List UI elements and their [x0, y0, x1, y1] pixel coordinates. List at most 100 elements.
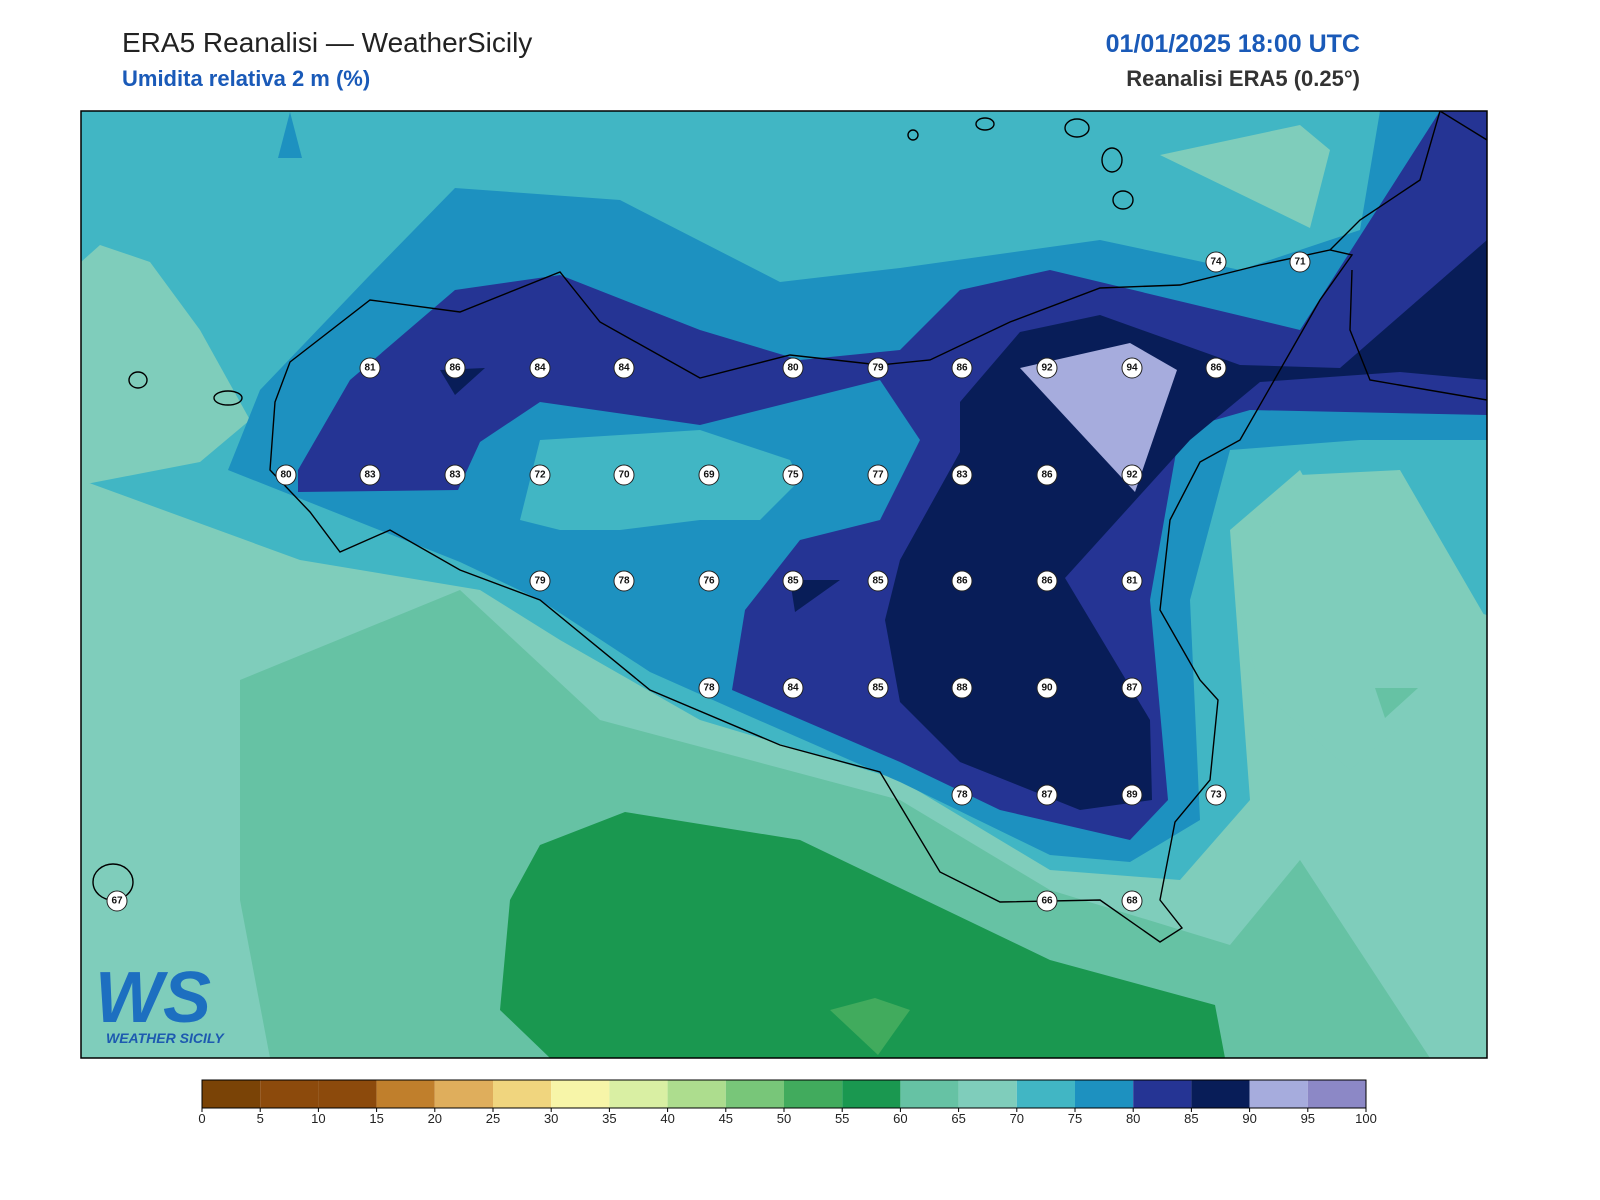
station-marker — [1036, 890, 1058, 912]
station-value: 86 — [1041, 576, 1053, 587]
colorbar-tick-label: 25 — [486, 1111, 500, 1126]
colorbar-segment — [842, 1080, 901, 1108]
station-value: 67 — [111, 896, 123, 907]
colorbar-tick-label: 45 — [719, 1111, 733, 1126]
colorbar-tick-label: 0 — [198, 1111, 205, 1126]
station-value: 74 — [1210, 257, 1222, 268]
colorbar-segment — [784, 1080, 843, 1108]
station-marker — [613, 570, 635, 592]
colorbar-segment — [1075, 1080, 1134, 1108]
station-marker — [613, 464, 635, 486]
station-value: 78 — [956, 790, 968, 801]
colorbar-segment — [551, 1080, 610, 1108]
station-value: 81 — [1126, 576, 1138, 587]
station-value: 81 — [364, 363, 376, 374]
colorbar-tick-label: 95 — [1301, 1111, 1315, 1126]
station-marker — [867, 464, 889, 486]
colorbar-segment — [667, 1080, 726, 1108]
colorbar-tick-label: 40 — [660, 1111, 674, 1126]
colorbar-tick-label: 20 — [428, 1111, 442, 1126]
station-marker — [1036, 464, 1058, 486]
station-marker — [275, 464, 297, 486]
station-marker — [106, 890, 128, 912]
station-marker — [1205, 357, 1227, 379]
logo-name: WEATHER SICILY — [106, 1030, 225, 1046]
station-marker — [951, 784, 973, 806]
station-value: 85 — [872, 576, 884, 587]
colorbar-segment — [609, 1080, 668, 1108]
station-value: 86 — [1210, 363, 1222, 374]
colorbar-tick-label: 50 — [777, 1111, 791, 1126]
colorbar-segment — [900, 1080, 959, 1108]
station-marker — [698, 570, 720, 592]
station-value: 85 — [872, 683, 884, 694]
station-marker — [529, 357, 551, 379]
station-value: 92 — [1126, 470, 1138, 481]
station-marker — [1121, 464, 1143, 486]
station-marker — [1121, 677, 1143, 699]
station-value: 78 — [703, 683, 715, 694]
station-value: 79 — [534, 576, 546, 587]
station-marker — [782, 357, 804, 379]
logo: WS WEATHER SICILY — [95, 958, 225, 1046]
coastline — [92, 111, 1487, 943]
station-marker — [1205, 784, 1227, 806]
colorbar-tick-label: 75 — [1068, 1111, 1082, 1126]
map-frame — [80, 110, 1488, 1059]
station-value: 76 — [703, 576, 715, 587]
station-marker — [359, 357, 381, 379]
station-value: 86 — [1041, 470, 1053, 481]
station-marker — [782, 677, 804, 699]
station-value: 83 — [364, 470, 376, 481]
title: ERA5 Reanalisi — WeatherSicily — [122, 27, 532, 58]
station-value: 80 — [280, 470, 292, 481]
colorbar-segment — [318, 1080, 377, 1108]
station-value: 84 — [618, 363, 630, 374]
stations: 74 71 81 86 84 84 80 79 86 92 94 86 80 83 83 72 70 69 75 77… — [106, 251, 1311, 912]
colorbar-tick-label: 100 — [1355, 1111, 1377, 1126]
station-marker — [1205, 251, 1227, 273]
station-marker — [1036, 677, 1058, 699]
station-marker — [1036, 784, 1058, 806]
colorbar-segment — [493, 1080, 552, 1108]
colorbar-tick-label: 65 — [951, 1111, 965, 1126]
colorbar-segment — [1191, 1080, 1250, 1108]
colorbar-segment — [434, 1080, 493, 1108]
colorbar-tick-label: 35 — [602, 1111, 616, 1126]
station-value: 84 — [534, 363, 546, 374]
station-marker — [529, 464, 551, 486]
station-value: 79 — [872, 363, 884, 374]
station-marker — [782, 464, 804, 486]
station-marker — [1121, 357, 1143, 379]
station-value: 66 — [1041, 896, 1053, 907]
colorbar-segment — [1307, 1080, 1366, 1108]
colorbar-segment — [1249, 1080, 1308, 1108]
station-marker — [782, 570, 804, 592]
colorbar-tick-label: 55 — [835, 1111, 849, 1126]
station-value: 90 — [1041, 683, 1053, 694]
station-marker — [698, 464, 720, 486]
datetime: 01/01/2025 18:00 UTC — [1106, 30, 1360, 58]
colorbar-segment — [1133, 1080, 1192, 1108]
station-value: 87 — [1041, 790, 1053, 801]
colorbar-tick-label: 80 — [1126, 1111, 1140, 1126]
logo-mark: WS — [95, 958, 211, 1038]
station-value: 94 — [1126, 363, 1138, 374]
station-value: 78 — [618, 576, 630, 587]
colorbar-tick-label: 70 — [1010, 1111, 1024, 1126]
station-marker — [1121, 784, 1143, 806]
station-marker — [1289, 251, 1311, 273]
station-marker — [951, 464, 973, 486]
station-value: 69 — [703, 470, 715, 481]
station-value: 75 — [787, 470, 799, 481]
station-value: 77 — [872, 470, 884, 481]
station-marker — [444, 357, 466, 379]
colorbar-segment — [376, 1080, 435, 1108]
station-value: 86 — [956, 363, 968, 374]
colorbar-tick-label: 60 — [893, 1111, 907, 1126]
station-marker — [613, 357, 635, 379]
station-value: 73 — [1210, 790, 1222, 801]
station-value: 86 — [956, 576, 968, 587]
station-marker — [359, 464, 381, 486]
